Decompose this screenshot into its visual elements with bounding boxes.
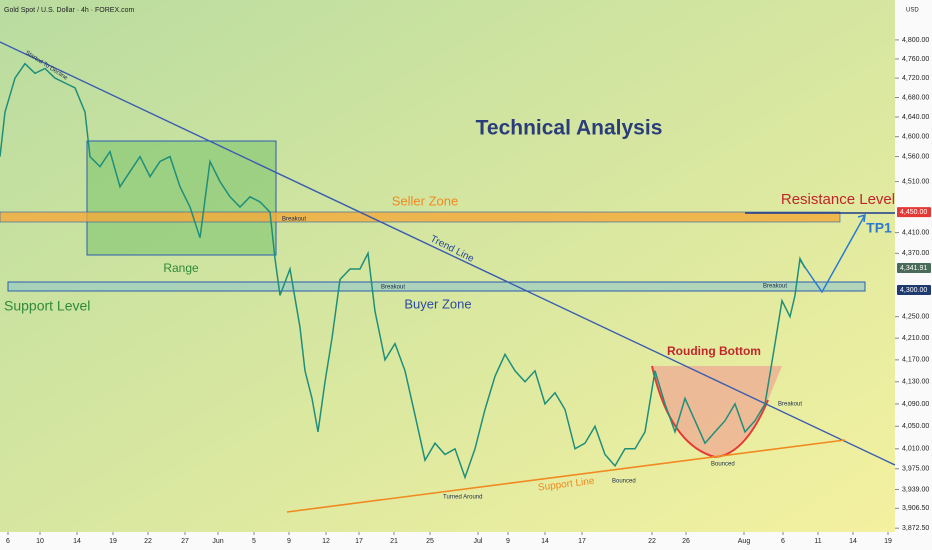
annotation: Breakout xyxy=(282,217,306,223)
x-tick-label: 14 xyxy=(541,538,549,545)
x-tick-label: 25 xyxy=(426,538,434,545)
y-tick-label: 4,130.00 xyxy=(902,379,929,386)
range-box xyxy=(86,140,277,256)
annotation: Rouding Bottom xyxy=(667,344,761,358)
x-tick-label: 6 xyxy=(781,538,785,545)
plot xyxy=(0,62,806,480)
annotation: Support Level xyxy=(4,298,90,314)
x-tick-label: 22 xyxy=(144,538,152,545)
price-label-box xyxy=(897,207,931,218)
y-tick-label: 4,050.00 xyxy=(902,423,929,430)
chart-title: Technical Analysis xyxy=(476,117,663,140)
buyer-zone xyxy=(7,281,866,292)
y-tick-label: 3,975.00 xyxy=(902,466,929,473)
annotation: Turned Around xyxy=(443,495,482,501)
x-tick-label: 11 xyxy=(814,538,821,545)
time-axis xyxy=(0,532,895,550)
y-tick-label: 4,250.00 xyxy=(902,313,929,320)
price-label: 4,341.91 xyxy=(900,265,927,272)
y-tick-label: 4,170.00 xyxy=(902,357,929,364)
x-tick-label: 5 xyxy=(252,538,256,545)
annotation: Breakout xyxy=(763,284,787,290)
price-line xyxy=(0,62,806,480)
price-label: 4,450.00 xyxy=(900,209,927,216)
projection-arrow xyxy=(799,213,866,294)
annotation: Bounced xyxy=(612,479,636,485)
x-tick-label: 19 xyxy=(884,538,892,545)
annotation: Breakout xyxy=(381,285,405,291)
x-tick-label: 22 xyxy=(648,538,656,545)
y-tick-label: 4,800.00 xyxy=(902,37,929,44)
x-tick-label: 21 xyxy=(390,538,398,545)
x-tick-label: 12 xyxy=(322,538,330,545)
plot-background xyxy=(0,0,895,532)
x-tick-label: 17 xyxy=(355,538,363,545)
annotation: Seller Zone xyxy=(392,193,458,208)
annotation: Range xyxy=(163,261,199,275)
price-label: 4,300.00 xyxy=(900,287,927,294)
y-tick-label: 4,720.00 xyxy=(902,75,929,82)
y-tick-label: 4,090.00 xyxy=(902,401,929,408)
annotation: Resistance Level xyxy=(781,191,895,208)
y-tick-label: 4,210.00 xyxy=(902,335,929,342)
y-tick-label: 4,560.00 xyxy=(902,153,929,160)
x-tick-label: 10 xyxy=(36,538,44,545)
symbol-title: Gold Spot / U.S. Dollar · 4h · FOREX.com xyxy=(4,7,134,14)
annotation: Buyer Zone xyxy=(404,296,471,311)
y-tick-label: 4,600.00 xyxy=(902,134,929,141)
price-label-box xyxy=(897,263,931,274)
y-tick-label: 4,680.00 xyxy=(902,94,929,101)
x-tick-label: 19 xyxy=(109,538,117,545)
price-label-box xyxy=(897,285,931,296)
x-tick-label: 27 xyxy=(181,538,189,545)
y-tick-label: 4,010.00 xyxy=(902,446,929,453)
y-tick-label: 3,872.50 xyxy=(902,525,929,532)
x-tick-label: 9 xyxy=(287,538,291,545)
y-tick-label: 4,410.00 xyxy=(902,229,929,236)
annotation: Breakout xyxy=(778,402,802,408)
x-tick-label: 6 xyxy=(6,538,10,545)
y-tick-label: 3,906.50 xyxy=(902,505,929,512)
x-tick-label: Jun xyxy=(212,538,223,545)
x-tick-label: Jul xyxy=(474,538,483,545)
trend-line xyxy=(0,41,896,466)
y-tick-label: 4,640.00 xyxy=(902,114,929,121)
annotation: TP1 xyxy=(866,220,892,236)
rounding-bottom-area xyxy=(652,366,782,457)
y-tick-label: 3,939.00 xyxy=(902,486,929,493)
y-tick-label: 4,510.00 xyxy=(902,178,929,185)
y-tick-label: 4,760.00 xyxy=(902,56,929,63)
x-tick-label: 14 xyxy=(73,538,81,545)
support-line xyxy=(286,439,846,513)
y-tick-label: 4,370.00 xyxy=(902,250,929,257)
x-tick-label: Aug xyxy=(738,538,751,545)
seller-zone xyxy=(0,211,841,223)
x-tick-label: 14 xyxy=(849,538,857,545)
x-tick-label: 17 xyxy=(578,538,586,545)
x-tick-label: 26 xyxy=(682,538,690,545)
x-tick-label: 9 xyxy=(506,538,510,545)
price-axis xyxy=(895,0,932,550)
currency: USD xyxy=(906,8,919,14)
annotation: Bounced xyxy=(711,462,735,468)
